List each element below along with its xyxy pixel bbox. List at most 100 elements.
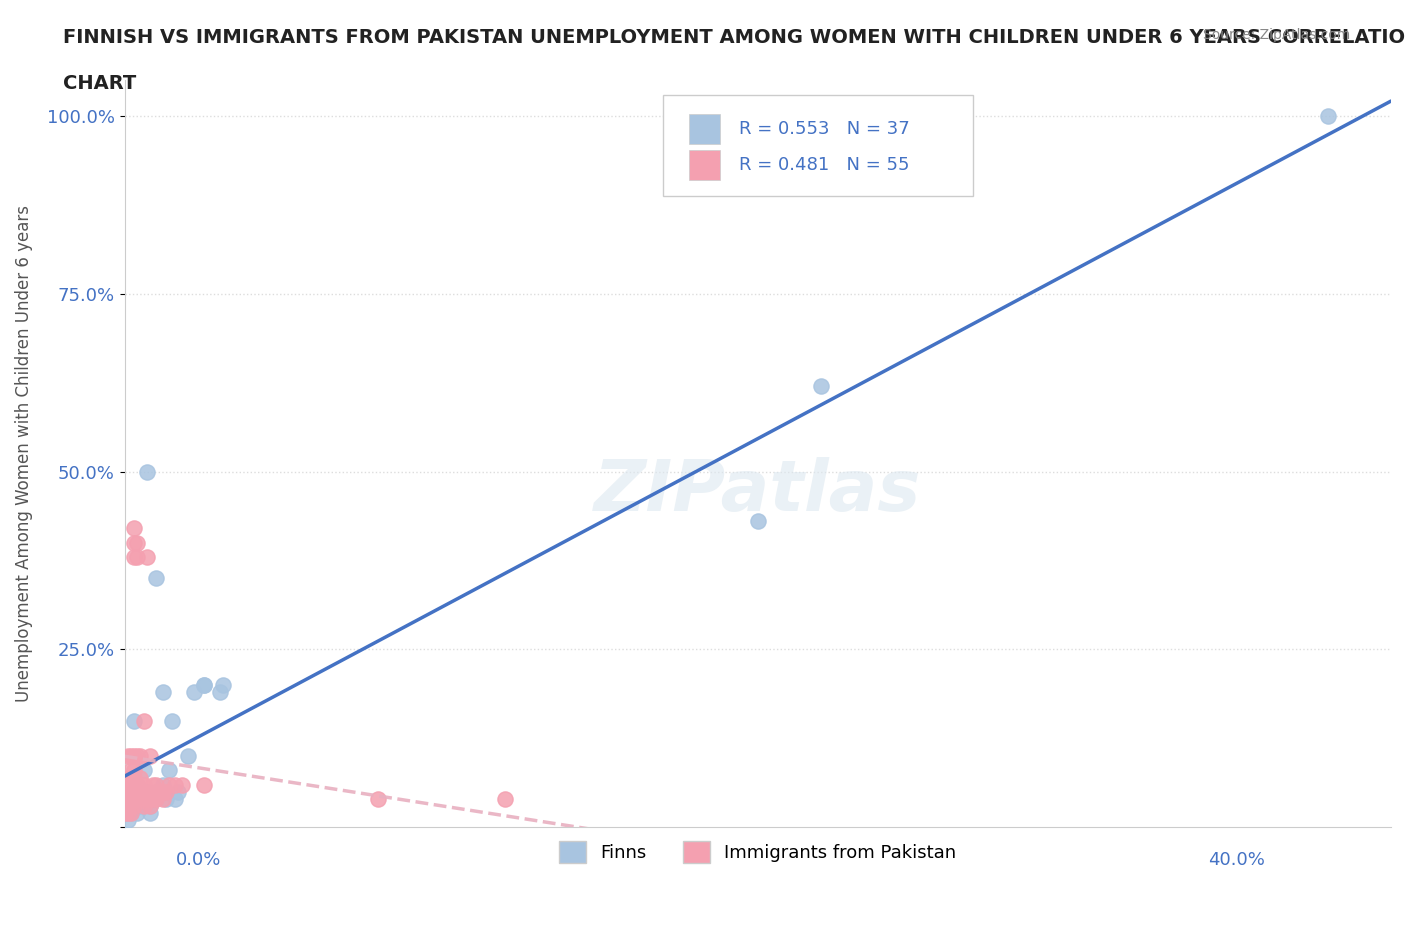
Text: ZIPatlas: ZIPatlas	[595, 457, 921, 525]
Point	[120, 805, 142, 820]
Point	[117, 799, 139, 814]
Point	[120, 777, 142, 792]
Point	[122, 784, 145, 799]
Point	[122, 763, 145, 777]
Point	[132, 713, 155, 728]
Point	[120, 805, 142, 820]
Point	[177, 749, 200, 764]
Point	[810, 379, 832, 393]
Point	[122, 749, 145, 764]
Point	[114, 777, 136, 792]
FancyBboxPatch shape	[662, 95, 973, 196]
Point	[139, 799, 162, 814]
Point	[127, 791, 149, 806]
Point	[122, 784, 145, 799]
Point	[117, 749, 139, 764]
Point	[120, 749, 142, 764]
Point	[367, 791, 389, 806]
Point	[127, 550, 149, 565]
Point	[135, 784, 157, 799]
Point	[127, 777, 149, 792]
Point	[165, 777, 187, 792]
Point	[117, 770, 139, 785]
Point	[170, 777, 193, 792]
Point	[145, 777, 167, 792]
Point	[117, 784, 139, 799]
Point	[494, 791, 516, 806]
Point	[129, 770, 152, 785]
Point	[114, 805, 136, 820]
Point	[152, 777, 174, 792]
Point	[155, 784, 177, 799]
Point	[132, 763, 155, 777]
Text: FINNISH VS IMMIGRANTS FROM PAKISTAN UNEMPLOYMENT AMONG WOMEN WITH CHILDREN UNDER: FINNISH VS IMMIGRANTS FROM PAKISTAN UNEM…	[63, 28, 1406, 46]
Text: R = 0.553   N = 37: R = 0.553 N = 37	[738, 120, 910, 139]
Point	[193, 678, 215, 693]
Point	[122, 536, 145, 551]
Point	[142, 791, 165, 806]
Point	[122, 550, 145, 565]
Text: R = 0.481   N = 55: R = 0.481 N = 55	[738, 156, 910, 174]
FancyBboxPatch shape	[689, 151, 720, 180]
Point	[155, 791, 177, 806]
Point	[160, 713, 183, 728]
Point	[114, 784, 136, 799]
Point	[1316, 108, 1339, 123]
Text: 0.0%: 0.0%	[176, 851, 221, 869]
Point	[139, 784, 162, 799]
Point	[145, 784, 167, 799]
Point	[129, 784, 152, 799]
Point	[129, 749, 152, 764]
Point	[211, 678, 233, 693]
Point	[145, 784, 167, 799]
Point	[139, 749, 162, 764]
Point	[148, 784, 170, 799]
Point	[122, 521, 145, 536]
Point	[114, 805, 136, 820]
Y-axis label: Unemployment Among Women with Children Under 6 years: Unemployment Among Women with Children U…	[15, 206, 32, 702]
Point	[145, 791, 167, 806]
Text: 40.0%: 40.0%	[1209, 851, 1265, 869]
Point	[117, 813, 139, 828]
Point	[183, 684, 205, 699]
Point	[747, 514, 769, 529]
Point	[165, 791, 187, 806]
Legend: Finns, Immigrants from Pakistan: Finns, Immigrants from Pakistan	[551, 834, 963, 870]
Point	[129, 799, 152, 814]
Point	[132, 777, 155, 792]
Point	[120, 763, 142, 777]
Point	[120, 784, 142, 799]
Point	[122, 713, 145, 728]
Point	[132, 799, 155, 814]
Point	[114, 799, 136, 814]
Point	[142, 777, 165, 792]
Point	[139, 805, 162, 820]
Point	[152, 791, 174, 806]
Point	[157, 763, 180, 777]
Point	[122, 799, 145, 814]
Point	[127, 777, 149, 792]
Point	[193, 777, 215, 792]
Point	[127, 749, 149, 764]
Point	[120, 791, 142, 806]
Point	[139, 799, 162, 814]
Point	[193, 678, 215, 693]
Point	[152, 684, 174, 699]
Point	[117, 805, 139, 820]
Point	[135, 464, 157, 479]
Point	[157, 777, 180, 792]
Text: Source: ZipAtlas.com: Source: ZipAtlas.com	[1202, 28, 1350, 42]
Point	[132, 791, 155, 806]
Point	[145, 571, 167, 586]
Text: CHART: CHART	[63, 74, 136, 93]
Point	[129, 791, 152, 806]
Point	[117, 791, 139, 806]
Point	[114, 799, 136, 814]
Point	[122, 770, 145, 785]
Point	[127, 805, 149, 820]
Point	[152, 784, 174, 799]
Point	[208, 684, 231, 699]
Point	[167, 784, 190, 799]
Point	[127, 536, 149, 551]
Point	[114, 791, 136, 806]
